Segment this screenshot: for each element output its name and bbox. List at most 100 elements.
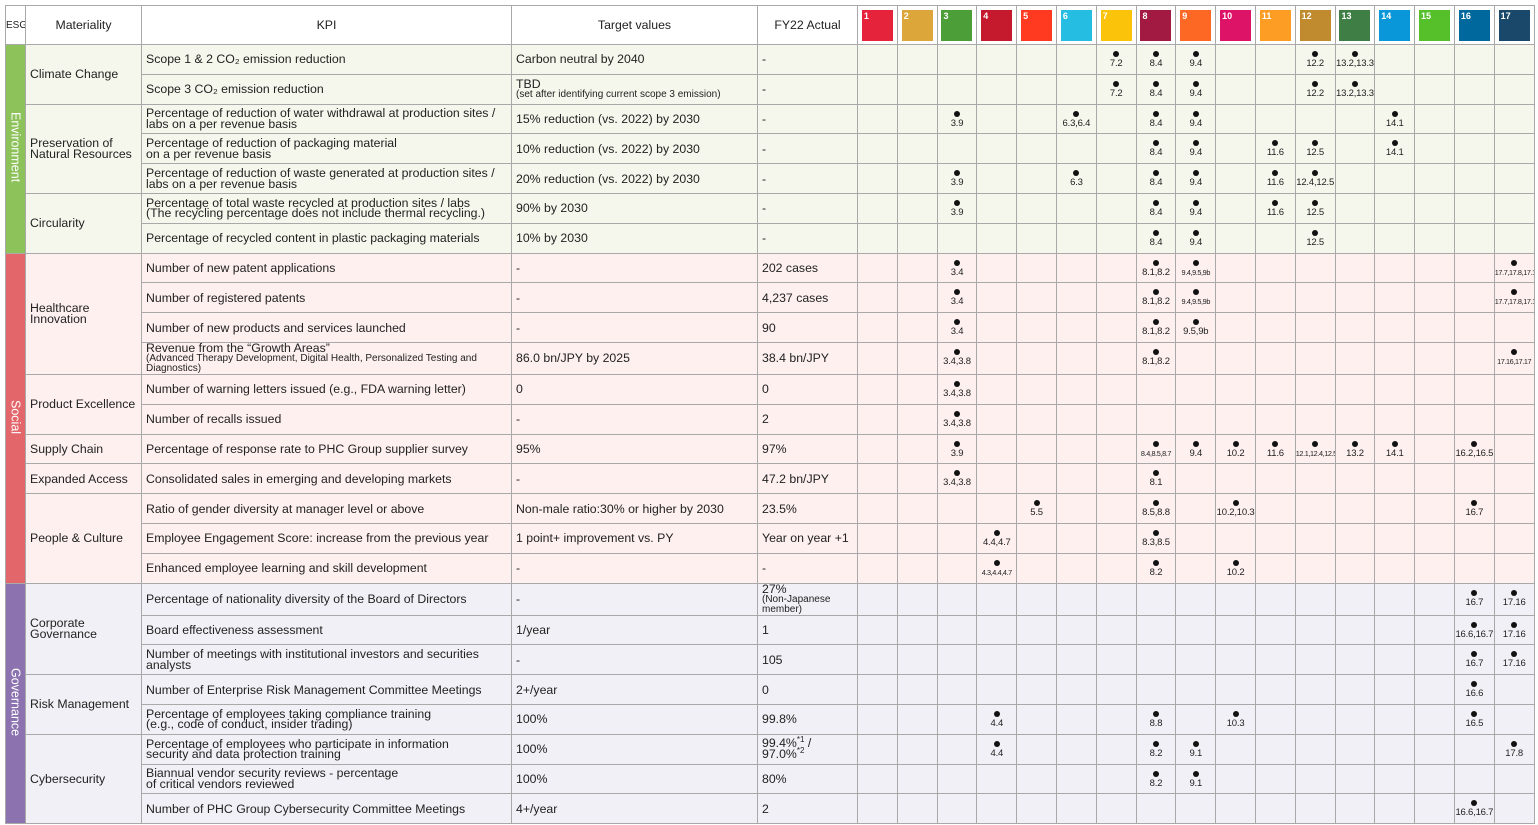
actual-cell: - bbox=[757, 222, 858, 254]
sdg-dot bbox=[953, 259, 960, 266]
sdg-target: 3.4,3.8 bbox=[943, 387, 971, 399]
sdg-cell bbox=[1095, 103, 1137, 135]
sdg-cell bbox=[1254, 341, 1296, 375]
sdg-cell bbox=[1215, 163, 1256, 194]
kpi-cell: Percentage of employees taking complianc… bbox=[141, 703, 512, 735]
cell-text: 100% bbox=[516, 742, 548, 757]
cell-line: 99.4%*1 / bbox=[762, 736, 853, 751]
sdg-cell bbox=[936, 73, 978, 105]
sdg-target: 10.2 bbox=[1226, 447, 1245, 459]
sdg-cell bbox=[857, 733, 898, 765]
sdg-cell: 3.4 bbox=[936, 282, 978, 314]
table-row: Percentage of reduction of waste generat… bbox=[6, 163, 1535, 194]
sdg-cell bbox=[857, 793, 898, 825]
sdg-cell: 16.6,16.7 bbox=[1453, 793, 1495, 825]
sdg-cell: 17.7,17.8,17.16 bbox=[1493, 282, 1535, 314]
materiality-cell: Expanded Access bbox=[25, 463, 142, 495]
cell-text: / bbox=[804, 736, 812, 751]
sdg-cell bbox=[1055, 192, 1097, 224]
sdg-cell bbox=[1055, 463, 1097, 495]
table-row: Number of meetings with institutional in… bbox=[6, 644, 1535, 676]
sdg-cell: 17.7,17.8,17.16 bbox=[1493, 252, 1535, 284]
cell-text: Percentage of reduction of water withdra… bbox=[146, 106, 496, 131]
sdg-cell bbox=[1374, 341, 1416, 375]
kpi-table: ESG Materiality KPI Target values FY22 A… bbox=[5, 5, 1535, 825]
sdg-dot bbox=[1312, 440, 1319, 447]
sdg-dot bbox=[1192, 51, 1199, 57]
sdg-cell: 8.4 bbox=[1135, 44, 1177, 75]
sdg-cell bbox=[1453, 552, 1495, 584]
sdg-icon: 17 bbox=[1498, 9, 1530, 41]
sdg-cell bbox=[1294, 614, 1336, 646]
sdg-target: 12.2 bbox=[1306, 58, 1325, 69]
cell-text: - bbox=[516, 290, 521, 305]
sdg-cell bbox=[1334, 582, 1376, 616]
sdg-cell bbox=[1095, 703, 1137, 735]
kpi-cell: Number of Enterprise Risk Management Com… bbox=[141, 674, 512, 705]
sdg-cell bbox=[896, 552, 938, 584]
sdg-cell bbox=[976, 44, 1018, 75]
sdg-cell bbox=[1016, 222, 1057, 254]
sdg-dot bbox=[1152, 348, 1159, 355]
sdg-dot bbox=[1192, 170, 1199, 177]
sdg-dot bbox=[1152, 500, 1159, 507]
esg-cell: Governance bbox=[5, 582, 26, 825]
sdg-cell bbox=[1016, 192, 1057, 224]
sdg-dot bbox=[1471, 681, 1478, 688]
sdg-cell bbox=[1055, 252, 1097, 284]
sdg-cell bbox=[976, 493, 1018, 524]
sdg-cell bbox=[1254, 252, 1296, 284]
sdg-cell bbox=[1016, 703, 1057, 735]
sdg-cell bbox=[1254, 373, 1296, 405]
sdg-number: 10 bbox=[1222, 10, 1233, 21]
sdg-dot bbox=[953, 170, 960, 177]
sdg-cell bbox=[1135, 614, 1177, 646]
kpi-cell: Percentage of employees who participate … bbox=[141, 733, 512, 765]
sdg-cell: 12.5 bbox=[1294, 133, 1336, 165]
sdg-cell bbox=[857, 493, 898, 524]
cell-text: Percentage of total waste recycled at pr… bbox=[146, 195, 486, 221]
sdg-target: 9.1 bbox=[1189, 747, 1203, 759]
actual-cell: 202 cases bbox=[757, 252, 858, 284]
table-row: Circularity Percentage of total waste rec… bbox=[6, 192, 1535, 254]
sdg-cell bbox=[1493, 433, 1535, 465]
sdg-target: 10.3 bbox=[1226, 717, 1245, 729]
sdg-cell bbox=[896, 133, 938, 165]
sdg-cell: 7.2 bbox=[1095, 73, 1137, 105]
sdg-icon: 16 bbox=[1458, 9, 1490, 41]
sdg-dot bbox=[1192, 319, 1199, 326]
sdg-target: 17.7,17.8,17.16 bbox=[1494, 267, 1533, 277]
sdg-target: 11.6 bbox=[1266, 147, 1284, 159]
sdg-cell bbox=[896, 493, 938, 524]
sdg-dot bbox=[953, 380, 960, 387]
sdg-cell bbox=[1414, 282, 1455, 314]
sdg-cell bbox=[1374, 373, 1416, 405]
sdg-dot bbox=[1511, 651, 1518, 658]
sdg-target: 11.6 bbox=[1266, 177, 1284, 189]
cell-text: 97.0% bbox=[762, 747, 797, 762]
sdg-cell bbox=[1294, 703, 1336, 735]
sdg-cell bbox=[1334, 192, 1376, 224]
sdg-target: 3.4,3.8 bbox=[943, 355, 971, 367]
sdg-cell bbox=[1254, 763, 1296, 795]
kpi-cell: Percentage of response rate to PHC Group… bbox=[141, 433, 512, 465]
sdg-cell bbox=[1374, 614, 1416, 646]
sdg-cell: 10.3 bbox=[1215, 703, 1256, 735]
cell-text: 0 bbox=[762, 382, 769, 397]
sdg-cell bbox=[936, 703, 978, 735]
sdg-cell: 6.3,6.4 bbox=[1055, 103, 1097, 135]
kpi-header: KPI bbox=[141, 5, 512, 45]
sdg-cell: 11.6 bbox=[1254, 192, 1296, 224]
sdg-cell bbox=[1254, 522, 1296, 554]
sdg-cell bbox=[1453, 44, 1495, 75]
sdg-cell bbox=[857, 44, 898, 75]
actual-cell: 0 bbox=[757, 674, 858, 705]
sdg-target: 13.2,13.3 bbox=[1336, 58, 1374, 69]
table-row: Supply Chain Percentage of response rate … bbox=[6, 433, 1535, 465]
sdg-cell bbox=[896, 73, 938, 105]
sdg-cell bbox=[1055, 522, 1097, 554]
sdg-cell bbox=[976, 73, 1018, 105]
sdg-cell: 9.4 bbox=[1175, 103, 1217, 135]
sdg-cell: 11.6 bbox=[1254, 133, 1296, 165]
sdg-cell bbox=[1095, 793, 1137, 825]
